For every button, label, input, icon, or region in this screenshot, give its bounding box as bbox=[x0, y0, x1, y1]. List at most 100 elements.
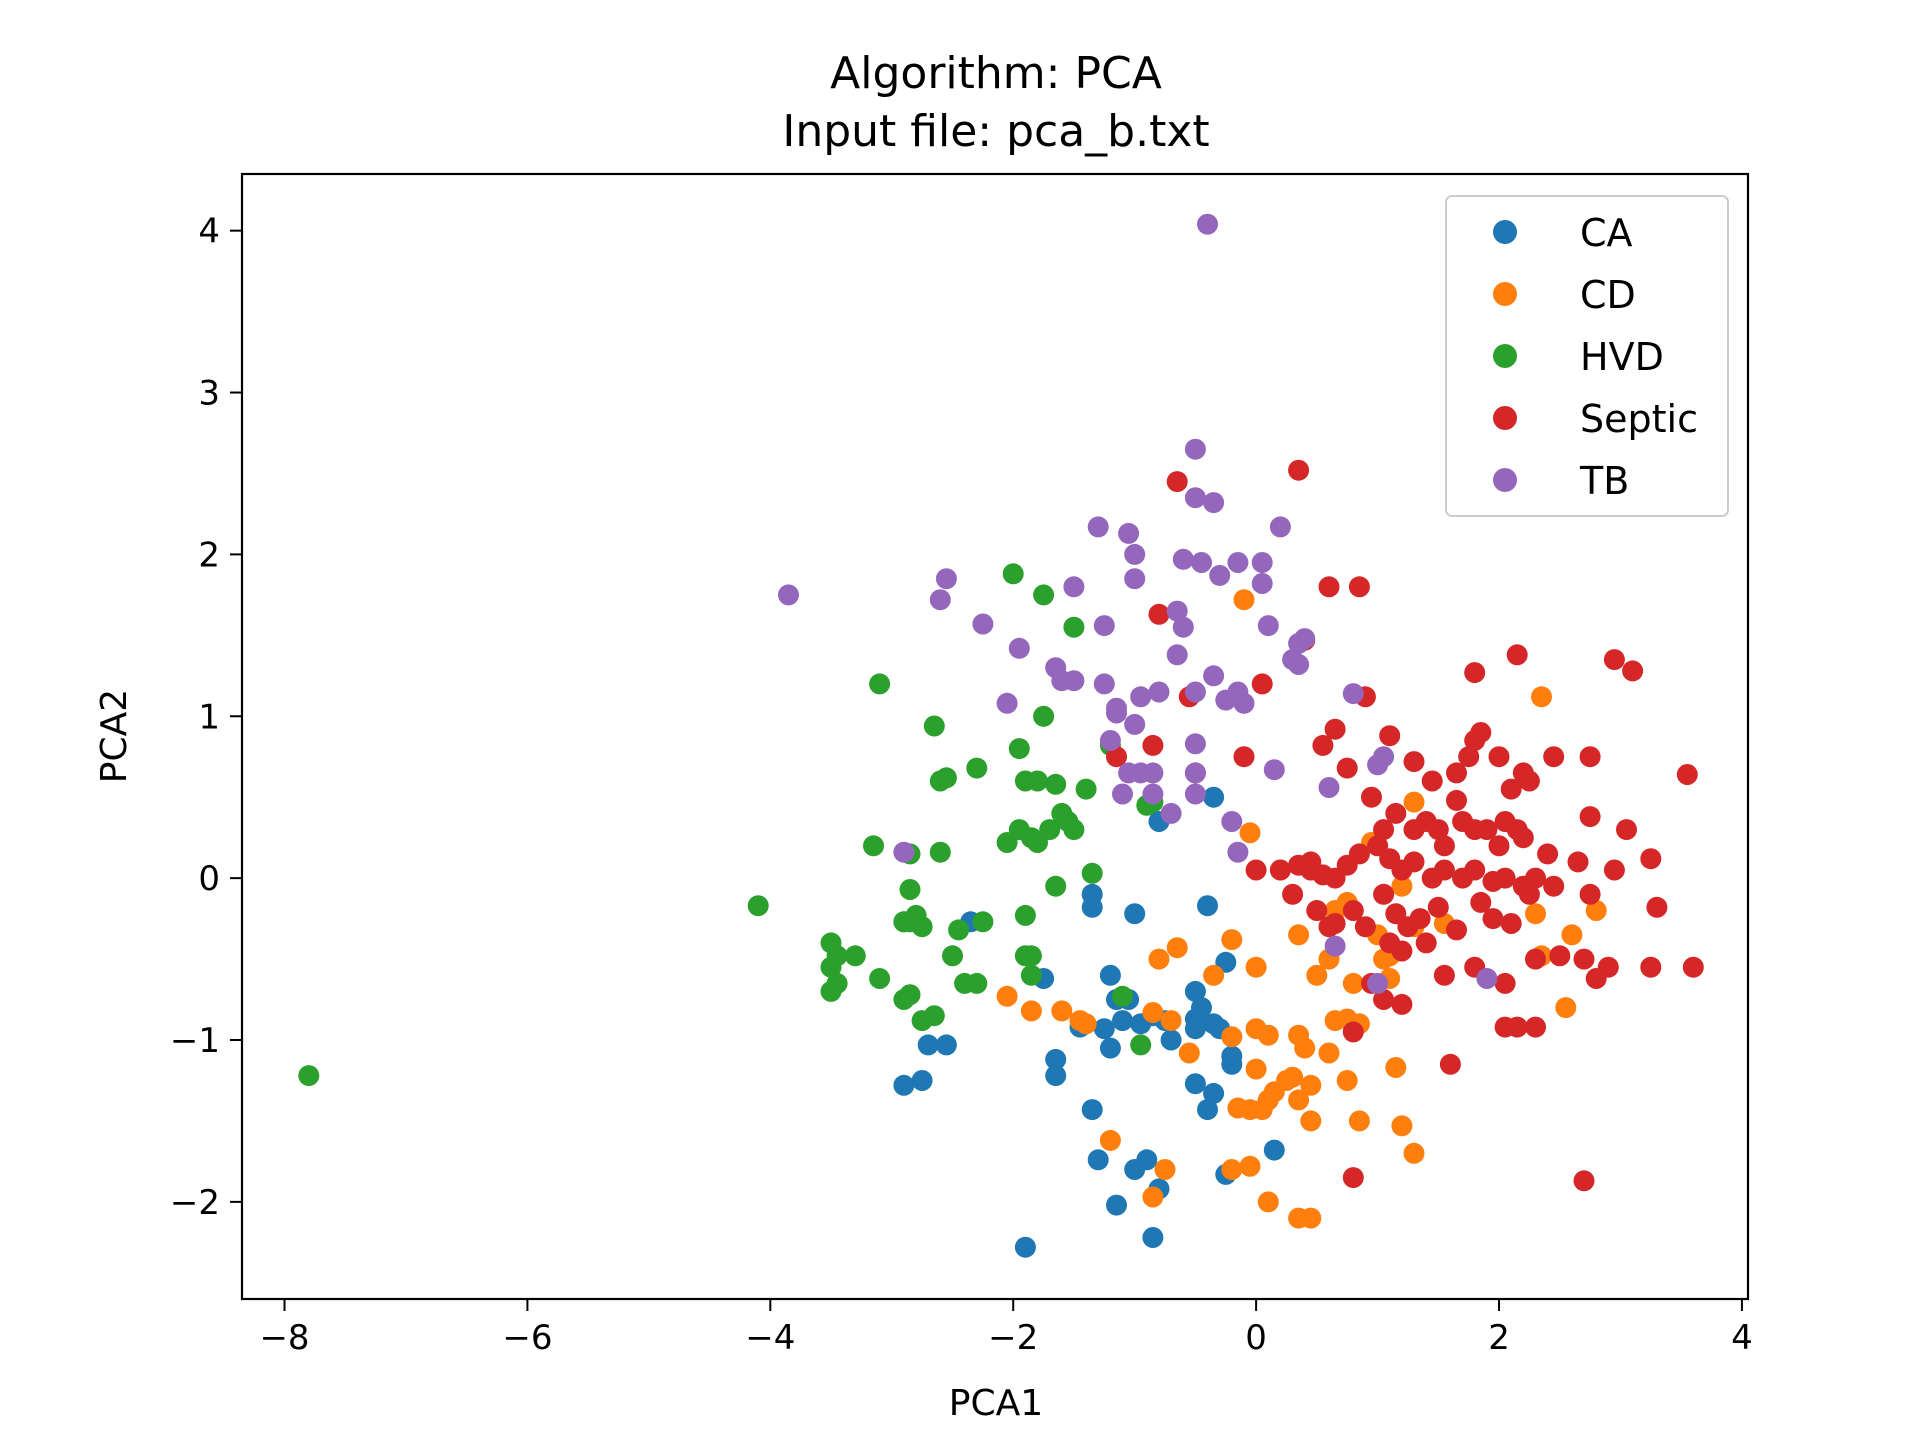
point-hvd bbox=[948, 919, 970, 941]
point-hvd bbox=[1008, 738, 1030, 760]
point-cd bbox=[1245, 1058, 1267, 1080]
point-tb bbox=[893, 841, 915, 863]
point-septic bbox=[1567, 851, 1589, 873]
point-cd bbox=[1300, 1207, 1322, 1229]
x-tick-label: −8 bbox=[259, 1318, 309, 1358]
point-tb bbox=[1342, 683, 1364, 705]
point-cd bbox=[1282, 1066, 1304, 1088]
point-tb bbox=[1227, 841, 1249, 863]
point-hvd bbox=[935, 767, 957, 789]
point-septic bbox=[1342, 1021, 1364, 1043]
point-ca bbox=[1081, 896, 1103, 918]
point-tb bbox=[1184, 762, 1206, 784]
point-hvd bbox=[1081, 862, 1103, 884]
point-cd bbox=[1154, 1159, 1176, 1180]
point-septic bbox=[1427, 819, 1449, 841]
point-tb bbox=[1124, 568, 1146, 590]
point-tb bbox=[1294, 628, 1316, 650]
legend-label-cd: CD bbox=[1580, 273, 1636, 317]
point-septic bbox=[1603, 859, 1625, 881]
point-tb bbox=[1288, 654, 1310, 675]
point-cd bbox=[1257, 1089, 1279, 1111]
point-hvd bbox=[1027, 770, 1048, 792]
point-ca bbox=[1184, 980, 1206, 1002]
legend-marker-ca bbox=[1493, 220, 1517, 244]
point-cd bbox=[1391, 1115, 1413, 1137]
point-septic bbox=[1640, 956, 1662, 978]
x-axis-label: PCA1 bbox=[949, 1383, 1043, 1424]
point-septic bbox=[1336, 757, 1358, 779]
point-hvd bbox=[1020, 964, 1042, 986]
point-tb bbox=[1063, 576, 1085, 598]
point-tb bbox=[1148, 681, 1170, 703]
point-septic bbox=[1622, 660, 1644, 682]
point-ca bbox=[1099, 1037, 1121, 1059]
point-tb bbox=[1099, 730, 1121, 751]
point-septic bbox=[1142, 734, 1164, 756]
point-cd bbox=[1561, 924, 1583, 946]
legend-frame bbox=[1445, 195, 1729, 517]
point-ca bbox=[1160, 1029, 1182, 1051]
point-cd bbox=[1203, 964, 1225, 986]
point-septic bbox=[1348, 576, 1370, 598]
point-septic bbox=[1549, 945, 1571, 967]
point-septic bbox=[1342, 1167, 1364, 1189]
point-cd bbox=[1020, 1000, 1042, 1022]
point-tb bbox=[1063, 670, 1085, 692]
point-ca bbox=[1136, 1149, 1158, 1171]
point-septic bbox=[1379, 725, 1401, 747]
point-tb bbox=[1184, 783, 1206, 805]
point-tb bbox=[1251, 573, 1273, 594]
point-tb bbox=[1203, 665, 1225, 687]
point-septic bbox=[1476, 819, 1498, 841]
point-tb bbox=[1087, 516, 1109, 538]
point-cd bbox=[1233, 589, 1255, 611]
point-ca bbox=[1197, 1099, 1218, 1121]
point-tb bbox=[1263, 759, 1285, 781]
point-cd bbox=[1555, 997, 1577, 1019]
point-septic bbox=[1391, 993, 1413, 1015]
point-hvd bbox=[893, 911, 915, 933]
point-tb bbox=[1142, 783, 1164, 805]
x-tick-label: 0 bbox=[1245, 1318, 1267, 1358]
point-ca bbox=[1045, 1048, 1067, 1070]
point-ca bbox=[1203, 1082, 1225, 1104]
point-cd bbox=[1300, 1074, 1322, 1096]
point-hvd bbox=[899, 984, 921, 1006]
point-tb bbox=[1227, 552, 1249, 573]
y-tick-label: 1 bbox=[198, 697, 220, 737]
point-septic bbox=[1433, 964, 1455, 986]
point-septic bbox=[1488, 835, 1510, 857]
point-septic bbox=[1500, 778, 1522, 800]
point-cd bbox=[1300, 1110, 1322, 1132]
point-hvd bbox=[1039, 819, 1061, 841]
point-septic bbox=[1148, 603, 1170, 625]
point-cd bbox=[1051, 1000, 1073, 1022]
point-septic bbox=[1464, 662, 1486, 684]
point-septic bbox=[1306, 900, 1328, 921]
point-septic bbox=[1269, 859, 1291, 881]
point-hvd bbox=[966, 972, 988, 994]
point-septic bbox=[1585, 968, 1607, 989]
point-cd bbox=[1099, 1129, 1121, 1151]
point-hvd bbox=[923, 715, 945, 737]
point-hvd bbox=[942, 945, 963, 967]
point-septic bbox=[1427, 896, 1449, 918]
point-tb bbox=[1184, 438, 1206, 460]
point-septic bbox=[1579, 883, 1601, 905]
point-hvd bbox=[820, 980, 842, 1002]
point-tb bbox=[1209, 564, 1231, 586]
point-cd bbox=[1385, 1057, 1407, 1078]
point-ca bbox=[1093, 1018, 1115, 1040]
point-septic bbox=[1446, 762, 1467, 784]
point-cd bbox=[1288, 1089, 1310, 1111]
point-tb bbox=[1184, 681, 1206, 703]
legend-marker-cd bbox=[1493, 282, 1517, 306]
point-ca bbox=[1014, 1236, 1036, 1258]
point-septic bbox=[1603, 649, 1625, 671]
y-tick-label: 4 bbox=[198, 212, 220, 252]
point-tb bbox=[1476, 968, 1498, 989]
point-septic bbox=[1421, 770, 1443, 792]
point-septic bbox=[1525, 948, 1546, 970]
point-septic bbox=[1373, 819, 1395, 841]
